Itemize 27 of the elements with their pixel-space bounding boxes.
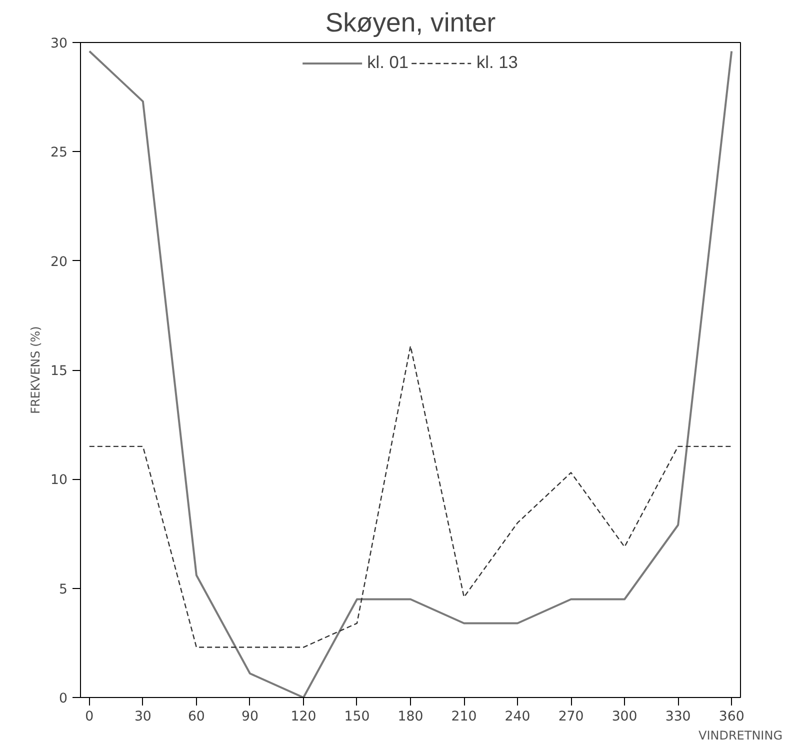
legend-label: kl. 01 [367,52,408,73]
x-tick-label: 360 [718,710,744,724]
y-tick-label: 25 [50,146,68,161]
x-tick-label: 270 [558,710,584,724]
x-tick-label: 30 [134,710,152,724]
chart-title: Skøyen, vinter [325,8,496,38]
y-tick-label: 30 [50,36,68,52]
line-series [88,50,733,698]
x-tick-label: 120 [290,710,316,724]
x-tick-label: 180 [398,710,424,724]
y-tick-label: 15 [50,364,68,379]
line-series [88,345,732,648]
x-tick-label: 330 [665,710,691,724]
y-tick-label: 0 [59,692,68,706]
x-tick-label: 300 [612,710,638,724]
y-tick-label: 20 [50,254,68,270]
x-tick-label: 0 [85,710,94,724]
y-tick-label: 10 [50,473,68,488]
x-tick-label: 60 [188,710,205,724]
x-tick-label: 150 [344,710,370,724]
legend-label: kl. 13 [476,52,518,73]
x-tick-label: 90 [241,710,258,724]
y-axis-title: FREKVENS (%) [28,326,43,414]
y-tick-label: 5 [59,582,68,598]
x-tick-label: 240 [504,710,530,724]
x-axis-title: VINDRETNING [698,728,783,742]
x-tick-label: 210 [451,710,477,724]
